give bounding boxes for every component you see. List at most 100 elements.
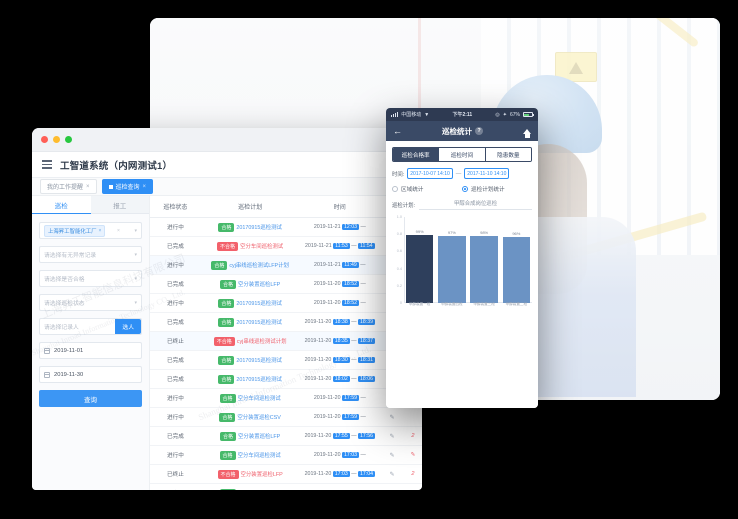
table-header-row: 巡检状态 巡检计划 时间 填写 数量 [150,196,422,218]
cell-plan: 不合格 空分车间巡检测试 [200,236,300,256]
close-icon[interactable]: × [142,183,147,190]
window-close-button[interactable] [41,136,48,143]
plan-name: 空分装置巡检CSV [237,414,281,421]
tab-my-worklist[interactable]: 我的工作提醒 × [40,179,97,194]
tab-inspection-query[interactable]: 巡检查询 × [101,179,154,194]
close-icon[interactable]: × [86,183,90,190]
plan-value[interactable]: 甲醇合成岗位巡检 [419,199,532,210]
segment-hazard-count[interactable]: 隐患数量 [485,148,531,161]
carrier-label: 中国移动 [401,112,422,118]
factory-chip-label: 上海昇工智能化工厂 [48,228,97,235]
bar[interactable] [470,235,498,303]
plan-name: 20170915巡检测试 [236,300,282,307]
bar-column: 98% [470,225,498,303]
chevron-down-icon[interactable]: ▾ [134,251,137,258]
factory-select[interactable]: 上海昇工智能化工厂 × × ▾ [39,222,142,239]
cell-edit[interactable]: ✎ [380,483,405,490]
hamburger-icon[interactable] [42,160,52,169]
cell-count: 2 [404,483,422,490]
date-start-input[interactable]: 2019-11-01 [39,342,142,359]
plan-name: 空分装置巡检LFP [238,281,281,288]
table-row[interactable]: 进行中 合格 空分装置巡检CSV 2019-11-20 17:59 — ✎ [150,407,422,427]
qualify-badge: 合格 [219,412,236,422]
results-table-container[interactable]: 巡检状态 巡检计划 时间 填写 数量 进行中合格20170915巡检测试2019… [150,196,422,490]
radio-plan-stat[interactable]: 巡检计划统计 [462,185,505,193]
bar-value-label: 97% [447,230,456,236]
cell-time: 2019-11-20 18:38 — 18:39 [299,312,381,332]
date-from-input[interactable]: 2017-10-07 14:10 [407,168,453,179]
inspect-status-select[interactable]: 请选择巡检状态 ▾ [39,294,142,311]
radio-area-stat[interactable]: 区域统计 [392,185,462,193]
cell-status: 已完成 [150,350,201,370]
cell-edit[interactable]: ✎ [380,426,405,446]
pick-person-button[interactable]: 选人 [115,319,141,334]
cell-status: 已终止 [150,331,201,351]
date-end-input[interactable]: 2019-11-30 [39,366,142,383]
cell-time: 2019-11-20 17:03 — 17:04 [299,464,381,484]
chevron-down-icon[interactable]: ▾ [134,275,137,282]
filter-tab-report[interactable]: 报工 [90,196,149,214]
cell-edit[interactable]: ✎ [380,445,405,465]
back-arrow-icon[interactable]: ← [393,125,402,136]
bar-column: 97% [438,225,466,303]
segment-pass-rate[interactable]: 巡检合格率 [393,148,440,161]
abnormal-record-select[interactable]: 请选择有无异常记录 ▾ [39,246,142,263]
bar[interactable] [502,237,530,303]
segment-inspection-time[interactable]: 巡检时间 [439,148,486,161]
table-row[interactable]: 已终止 不合格 空分装置巡检LFP 2019-11-20 17:03 — 17:04 ✎… [150,464,422,484]
tab-label: 巡检查询 [115,185,140,191]
cell-status: 已完成 [150,236,201,256]
plan-name: cyj串线巡检测试计划 [236,338,287,345]
phone-content: 巡检合格率 巡检时间 隐患数量 时间: 2017-10-07 14:10 — 2… [386,141,538,408]
chevron-down-icon[interactable]: ▾ [134,299,137,306]
plan-name: 20170915巡检测试 [236,224,282,231]
window-minimize-button[interactable] [53,136,60,143]
square-icon [108,184,113,189]
clear-icon[interactable]: × [117,227,120,234]
search-button[interactable]: 查询 [39,390,142,407]
plan-name: 20170915巡检测试 [236,376,282,383]
table-row[interactable]: 已完成 合格 20170915巡检测试 2019-11-20 18:02 — 18:0… [150,369,422,389]
chevron-down-icon[interactable]: ▾ [134,227,137,234]
plan-name: 空分车间巡检测试 [237,395,281,402]
close-icon[interactable]: × [98,227,102,234]
date-to-input[interactable]: 2017-11-10 14:10 [464,168,510,179]
col-time: 时间 [299,196,381,218]
plan-row: 巡检计划: 甲醇合成岗位巡检 [392,199,532,210]
table-row[interactable]: 已完成 合格 20170915巡检测试 2019-11-20 18:38 — 18:3… [150,312,422,332]
cell-time: 2019-11-21 11:53 — 11:54 [299,236,381,256]
recorder-field[interactable]: 请选择记录人 选人 [39,318,142,335]
home-icon[interactable] [523,128,531,138]
y-tick-label: 0.6 [396,249,402,254]
table-row[interactable]: 已完成 合格 20170915巡检测试 2019-11-20 18:30 — 18:3… [150,350,422,370]
window-maximize-button[interactable] [65,136,72,143]
tab-label: 我的工作提醒 [47,185,84,191]
help-icon[interactable]: ? [475,127,483,135]
select-placeholder: 请选择巡检状态 [44,301,85,307]
alarm-icon: ◎ [495,111,500,118]
y-tick-label: 0.8 [396,232,402,237]
filter-tab-inspection[interactable]: 巡检 [32,196,91,214]
table-row[interactable]: 已完成 合格 空分装置巡检LFP 2019-11-20 17:55 — 17:56 ✎ 2… [150,426,422,446]
cell-time: 2019-11-20 18:02 — 18:06 [299,369,381,389]
cell-edit[interactable]: ✎ [380,464,405,484]
qualified-select[interactable]: 请选择是否合格 ▾ [39,270,142,287]
page-title: 工智道系统（内网测试1） [60,160,173,172]
cell-status: 已完成 [150,274,201,294]
cell-edit[interactable]: ✎ [380,407,405,427]
bar[interactable] [406,235,434,303]
cell-count: ✎ [404,445,422,465]
table-row[interactable]: 已终止 不合格 cyj串线巡检测试计划 2019-11-20 18:35 — 18:3… [150,331,422,351]
bar[interactable] [438,236,466,303]
qualify-badge: 合格 [219,393,236,403]
